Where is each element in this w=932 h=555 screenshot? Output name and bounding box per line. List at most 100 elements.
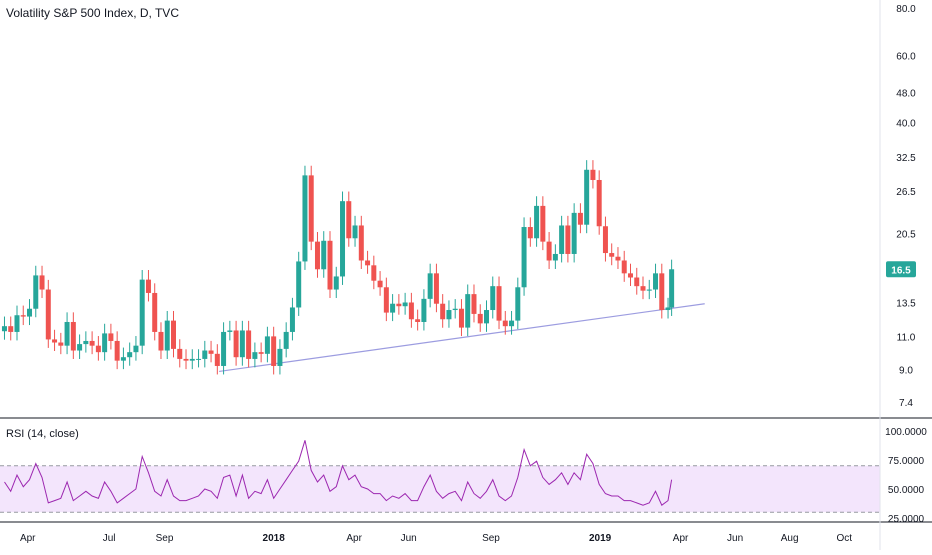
rsi-line	[4, 440, 673, 506]
candle-body	[377, 280, 383, 288]
candle-body	[189, 358, 195, 361]
candle-body	[308, 175, 314, 242]
candle-body	[302, 175, 308, 262]
candle-body	[139, 279, 145, 346]
candle-body	[233, 330, 239, 358]
candle-body	[584, 169, 590, 225]
candle-body	[39, 275, 45, 290]
candle-body	[283, 331, 289, 349]
price-tick-label: 7.4	[899, 398, 913, 409]
candle-body	[427, 273, 433, 299]
candle-body	[33, 275, 39, 309]
rsi-title: RSI (14, close)	[6, 428, 79, 440]
candle-body	[252, 352, 258, 359]
price-tick-label: 20.5	[896, 229, 916, 240]
candle-body	[127, 352, 133, 358]
candle-body	[321, 240, 327, 270]
candle-body	[402, 302, 408, 307]
candle-body	[502, 320, 508, 327]
price-tick-label: 13.5	[896, 298, 916, 309]
candle-body	[102, 333, 108, 353]
candle-body	[534, 205, 540, 239]
candle-body	[358, 225, 364, 261]
x-tick-label: Aug	[781, 533, 799, 544]
candle-body	[440, 303, 446, 320]
candle-body	[58, 342, 64, 346]
x-tick-label: Jun	[401, 533, 417, 544]
x-tick-label: Apr	[346, 533, 362, 544]
candle-body	[433, 273, 439, 304]
candle-body	[333, 276, 339, 290]
x-tick-label: Oct	[836, 533, 852, 544]
price-tick-label: 40.0	[896, 119, 916, 130]
chart-title: Volatility S&P 500 Index, D, TVC	[6, 6, 179, 20]
candle-body	[527, 227, 533, 239]
candle-body	[239, 330, 245, 358]
candle-body	[183, 358, 189, 361]
candle-body	[596, 179, 602, 227]
candle-body	[208, 350, 214, 354]
candle-body	[640, 286, 646, 291]
candle-body	[659, 273, 665, 311]
candle-body	[352, 225, 358, 239]
candle-body	[490, 286, 496, 311]
candle-body	[446, 310, 452, 320]
candle-body	[383, 287, 389, 313]
candle-body	[371, 265, 377, 281]
candle-body	[669, 269, 675, 308]
candle-body	[152, 292, 158, 332]
candle-body	[258, 352, 264, 354]
x-tick-label: Sep	[482, 533, 500, 544]
candle-body	[646, 289, 652, 291]
candle-body	[408, 302, 414, 320]
candle-body	[546, 241, 552, 261]
rsi-band	[0, 465, 880, 513]
candle-body	[95, 345, 101, 353]
candle-body	[246, 330, 252, 359]
x-tick-label: Jun	[727, 533, 743, 544]
candle-body	[64, 321, 70, 346]
price-tick-label: 32.5	[896, 153, 916, 164]
candle-body	[14, 315, 20, 332]
rsi-tick-label: 50.0000	[888, 485, 925, 496]
candle-body	[627, 273, 633, 278]
candle-body	[521, 227, 527, 288]
candle-body	[452, 308, 458, 311]
candle-body	[540, 205, 546, 242]
candle-body	[609, 253, 615, 257]
last-price-label: 16.5	[891, 265, 911, 276]
candle-body	[1, 326, 7, 332]
candle-body	[484, 310, 490, 324]
price-tick-label: 9.0	[899, 366, 913, 377]
candle-body	[327, 240, 333, 290]
candle-body	[590, 169, 596, 180]
last-price-badge	[886, 261, 916, 278]
rsi-tick-label: 25.0000	[888, 514, 925, 525]
price-tick-label: 48.0	[896, 89, 916, 100]
candle-body	[421, 298, 427, 322]
rsi-tick-label: 75.0000	[888, 456, 925, 467]
candle-body	[277, 348, 283, 366]
candle-body	[471, 294, 477, 314]
x-tick-label: Apr	[20, 533, 36, 544]
x-tick-label: Apr	[673, 533, 689, 544]
x-tick-label: Jul	[103, 533, 116, 544]
candle-body	[170, 320, 176, 349]
candle-body	[314, 241, 320, 270]
price-tick-label: 80.0	[896, 4, 916, 15]
x-tick-label: Sep	[156, 533, 174, 544]
candle-body	[158, 331, 164, 351]
candle-body	[477, 313, 483, 324]
candle-body	[577, 212, 583, 225]
candle-body	[214, 353, 220, 366]
candle-body	[390, 303, 396, 313]
candle-body	[202, 350, 208, 359]
candle-body	[496, 286, 502, 321]
candle-body	[108, 333, 114, 341]
candle-body	[77, 344, 83, 351]
candle-body	[340, 201, 346, 277]
candle-body	[114, 340, 120, 361]
candle-body	[133, 345, 139, 353]
